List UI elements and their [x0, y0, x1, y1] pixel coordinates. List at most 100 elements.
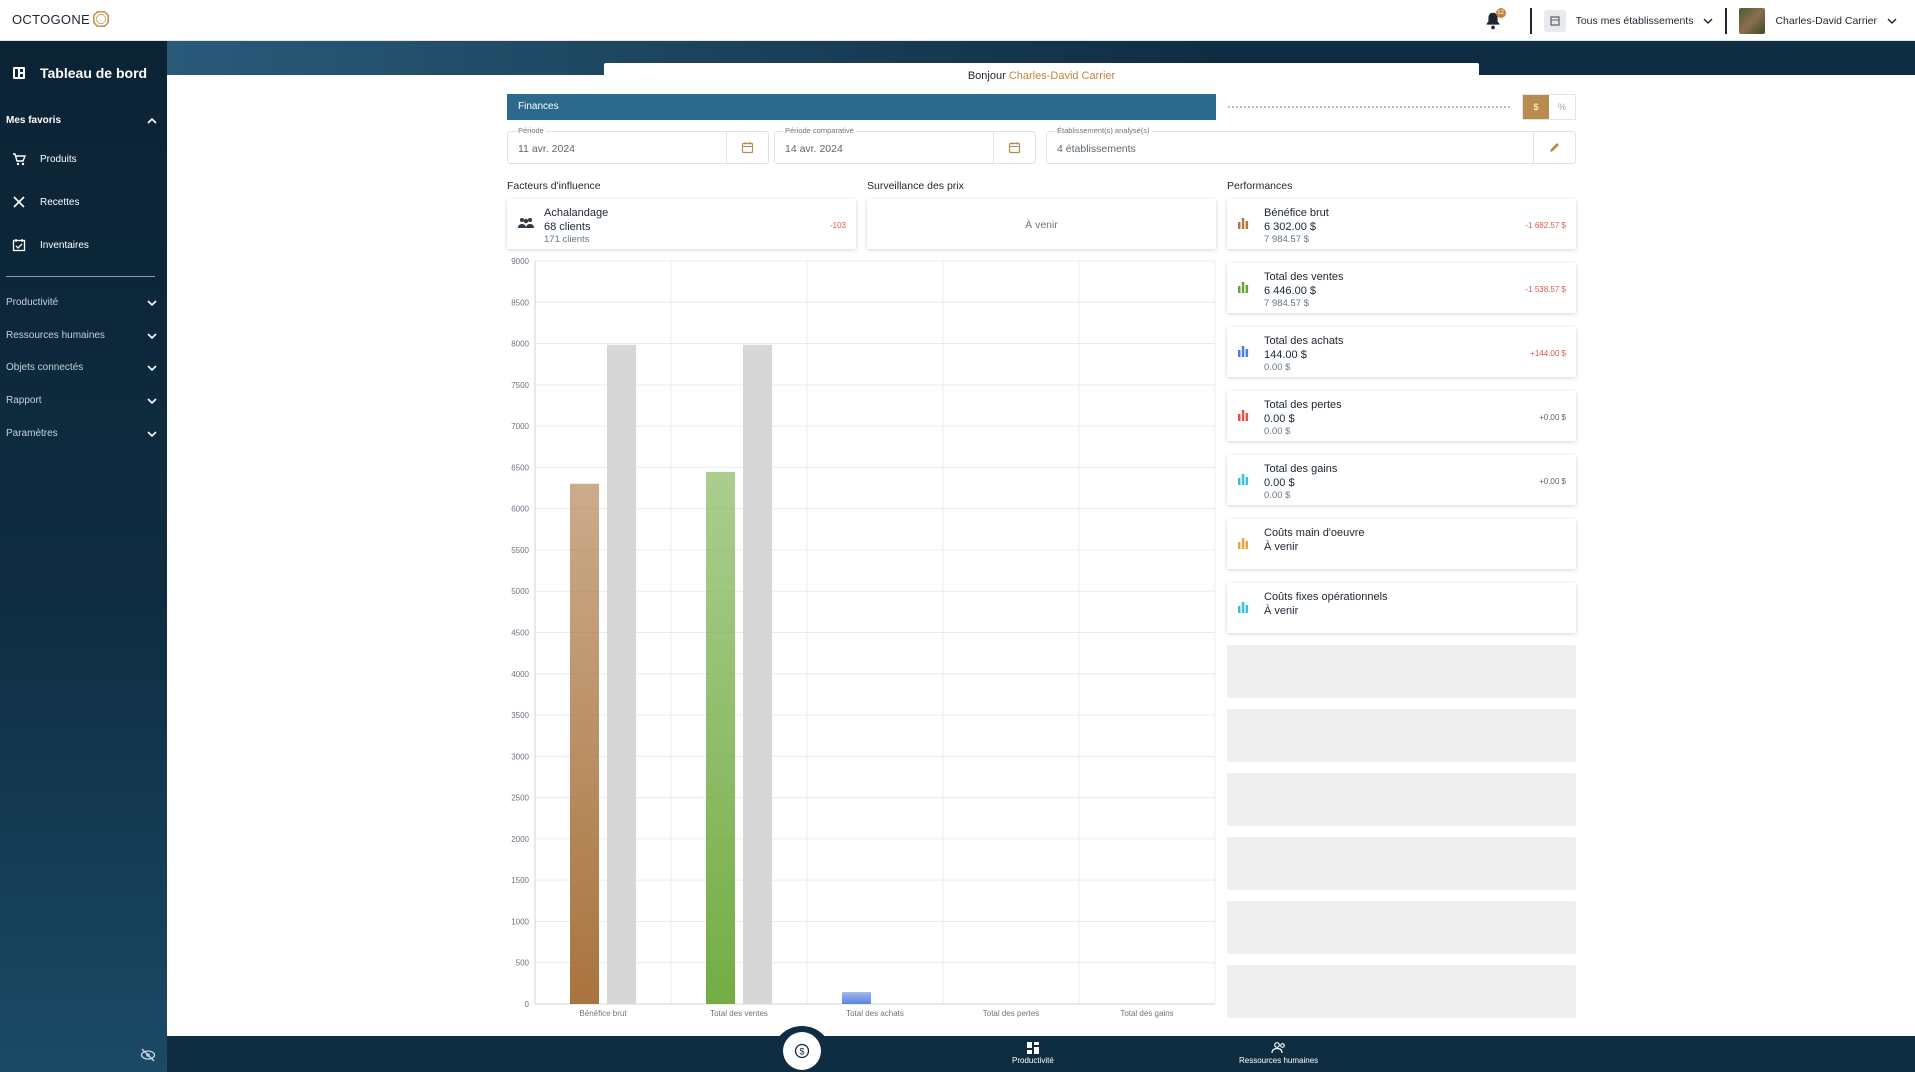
sidebar-section-parametres[interactable]: Paramètres: [6, 428, 157, 439]
chevron-down-icon[interactable]: [1887, 16, 1897, 26]
sidebar-section-favorites[interactable]: Mes favoris: [6, 115, 157, 126]
top-bar: OCTOGONE 12 Tous mes établissements Char…: [0, 0, 1915, 41]
section-label: Rapport: [6, 395, 42, 406]
pencil-icon: [1550, 143, 1559, 152]
card-value: 144.00 $: [1264, 349, 1307, 361]
cart-icon: [13, 153, 26, 166]
performance-card[interactable]: Total des achats 144.00 $0.00 $ +144.00 $: [1227, 327, 1576, 377]
card-delta: +0.00 $: [1539, 413, 1566, 422]
toggle-percent-button[interactable]: %: [1549, 95, 1575, 119]
establishment-field[interactable]: Établissement(s) analysé(s) 4 établissem…: [1046, 126, 1576, 164]
compare-label: Période comparative: [783, 126, 856, 135]
compare-calendar-button[interactable]: [993, 132, 1035, 163]
sidebar: Tableau de bord Mes favoris Produits Rec…: [0, 41, 167, 1072]
bottom-nav-label: Productivité: [1012, 1056, 1054, 1065]
notification-badge: 12: [1495, 7, 1506, 18]
eye-off-icon[interactable]: [140, 1048, 156, 1062]
notifications-button[interactable]: 12: [1482, 7, 1506, 32]
performance-card[interactable]: Coûts main d'oeuvre À venir: [1227, 519, 1576, 569]
y-tick-label: 2000: [511, 835, 529, 844]
bar-chart-icon: [1238, 538, 1249, 549]
chevron-down-icon: [147, 299, 157, 306]
card-value: 0.00 $: [1264, 477, 1295, 489]
performance-card[interactable]: Coûts fixes opérationnels À venir: [1227, 583, 1576, 633]
influence-card-achalandage[interactable]: Achalandage 68 clients 171 clients -103: [507, 199, 856, 249]
compare-value: 14 avr. 2024: [785, 143, 843, 155]
tab-finances[interactable]: Finances: [507, 94, 1216, 120]
logo-text: OCTOGONE: [12, 11, 91, 27]
performance-card[interactable]: Total des ventes 6 446.00 $7 984.57 $ -1 5…: [1227, 263, 1576, 313]
chevron-down-icon: [147, 332, 157, 339]
compare-period-field[interactable]: Période comparative 14 avr. 2024: [774, 126, 1036, 164]
sidebar-item-recettes[interactable]: Recettes: [12, 195, 79, 209]
period-field[interactable]: Période 11 avr. 2024: [507, 126, 769, 164]
period-value: 11 avr. 2024: [518, 143, 576, 155]
edit-establishment-button[interactable]: [1533, 132, 1575, 163]
user-name[interactable]: Charles-David Carrier: [1775, 14, 1877, 27]
bar-chart-icon: [1238, 602, 1249, 613]
sidebar-section-objets[interactable]: Objets connectés: [6, 362, 157, 373]
card-title: Total des gains: [1264, 463, 1338, 475]
chevron-down-icon[interactable]: [1703, 16, 1713, 26]
y-tick-label: 3000: [511, 752, 529, 761]
sidebar-section-productivite[interactable]: Productivité: [6, 297, 157, 308]
avatar[interactable]: [1739, 7, 1766, 34]
card-title: Total des ventes: [1264, 271, 1344, 283]
performance-card[interactable]: Total des gains 0.00 $0.00 $ +0.00 $: [1227, 455, 1576, 505]
bottom-nav-productivite[interactable]: Productivité: [1012, 1042, 1054, 1065]
x-tick-label: Total des achats: [846, 1009, 904, 1018]
y-tick-label: 1000: [511, 917, 529, 926]
card-delta: +0.00 $: [1539, 477, 1566, 486]
card-title: Coûts main d'oeuvre: [1264, 527, 1365, 539]
svg-text:$: $: [799, 1047, 804, 1057]
card-delta: +144.00 $: [1530, 349, 1566, 358]
section-label: Productivité: [6, 297, 59, 308]
period-calendar-button[interactable]: [726, 132, 768, 163]
card-compare: 0.00 $: [1264, 490, 1291, 501]
chevron-down-icon: [147, 430, 157, 437]
people-icon: [518, 218, 534, 228]
octagon-logo-icon: [93, 11, 109, 27]
logo[interactable]: OCTOGONE: [12, 10, 110, 28]
y-tick-label: 1500: [511, 876, 529, 885]
dotted-separator: [1228, 106, 1510, 108]
bottom-nav-label: Ressources humaines: [1239, 1056, 1319, 1065]
influence-title: Facteurs d'influence: [507, 180, 601, 192]
greeting-name: Charles-David Carrier: [1008, 70, 1116, 82]
card-compare: 0.00 $: [1264, 426, 1291, 437]
finance-bar-chart: 0 500 1000 1500 2000 2500 3000 3500 4000 4500 5000…: [497, 255, 1217, 1020]
bar-current: [570, 483, 599, 1005]
sidebar-item-inventaires[interactable]: Inventaires: [12, 238, 89, 252]
y-tick-label: 5500: [511, 546, 529, 555]
bottom-nav-rh[interactable]: Ressources humaines: [1239, 1042, 1318, 1065]
performance-card[interactable]: Total des pertes 0.00 $0.00 $ +0.00 $: [1227, 391, 1576, 441]
sidebar-section-rh[interactable]: Ressources humaines: [6, 330, 157, 341]
toggle-dollar-button[interactable]: $: [1523, 95, 1549, 119]
card-title: Coûts fixes opérationnels: [1264, 591, 1388, 603]
card-title: Total des achats: [1264, 335, 1344, 347]
placeholder-card: [1227, 901, 1576, 954]
sidebar-title: Tableau de bord: [40, 65, 148, 81]
card-delta: -103: [829, 221, 846, 230]
establishment-selector[interactable]: Tous mes établissements: [1575, 14, 1694, 27]
section-label: Mes favoris: [6, 115, 62, 126]
sidebar-item-label: Recettes: [40, 196, 80, 208]
sidebar-item-produits[interactable]: Produits: [12, 152, 77, 166]
performance-card[interactable]: Bénéfice brut 6 302.00 $7 984.57 $ -1 682.…: [1227, 199, 1576, 249]
y-tick-label: 8500: [511, 298, 529, 307]
chevron-up-icon: [147, 117, 157, 124]
card-value: À venir: [1264, 541, 1299, 553]
sidebar-item-label: Inventaires: [40, 239, 89, 251]
y-tick-label: 5000: [511, 587, 529, 596]
inventory-icon: [12, 239, 26, 252]
finance-nav-button[interactable]: $: [783, 1032, 821, 1070]
estab-label: Établissement(s) analysé(s): [1055, 126, 1152, 135]
divider: [1725, 7, 1728, 34]
sidebar-dashboard-link[interactable]: Tableau de bord: [12, 65, 147, 81]
card-compare: 0.00 $: [1264, 362, 1291, 373]
dashboard-icon: [1026, 1042, 1039, 1054]
sidebar-section-rapport[interactable]: Rapport: [6, 395, 157, 406]
y-tick-label: 7000: [511, 422, 529, 431]
y-tick-label: 500: [516, 959, 530, 968]
card-value: 0.00 $: [1264, 413, 1295, 425]
